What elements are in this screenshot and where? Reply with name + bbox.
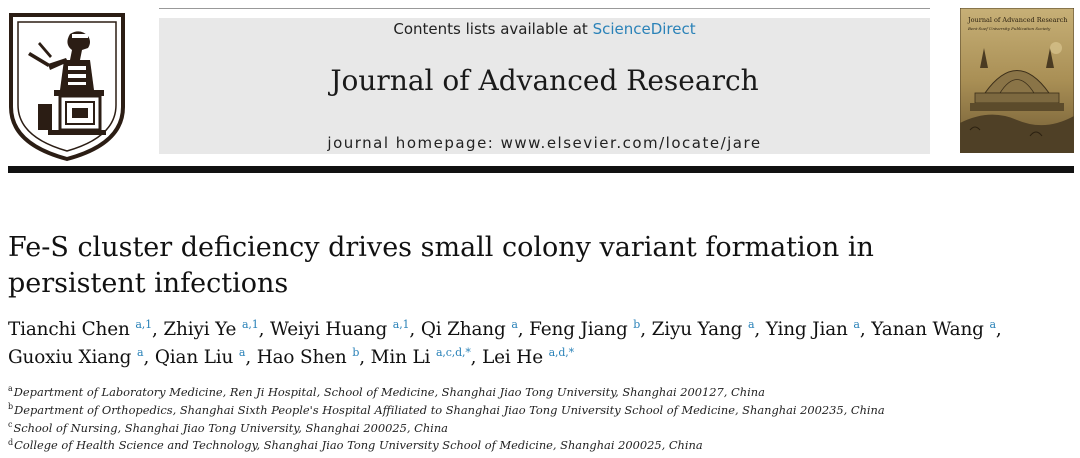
- university-logo: [8, 12, 126, 162]
- sciencedirect-link[interactable]: ScienceDirect: [592, 20, 696, 38]
- contents-line: Contents lists available at ScienceDirec…: [159, 20, 930, 38]
- author[interactable]: Guoxiu Xiang a: [8, 345, 144, 368]
- author[interactable]: Tianchi Chen a,1: [8, 317, 152, 340]
- author[interactable]: Weiyi Huang a,1: [269, 317, 410, 340]
- cover-subtitle: Beni-Suef University Publication Society: [967, 26, 1051, 31]
- author[interactable]: Ying Jian a: [765, 317, 860, 340]
- author-line-2: Guoxiu Xiang a, Qian Liu a, Hao Shen b, …: [8, 345, 574, 368]
- article-title: Fe-S cluster deficiency drives small col…: [8, 230, 1068, 302]
- author[interactable]: Feng Jiang b: [529, 317, 641, 340]
- author-list: Tianchi Chen a,1, Zhiyi Ye a,1, Weiyi Hu…: [8, 316, 1080, 372]
- author[interactable]: Zhiyi Ye a,1: [163, 317, 259, 340]
- journal-homepage[interactable]: journal homepage: www.elsevier.com/locat…: [327, 134, 762, 152]
- journal-header: Contents lists available at ScienceDirec…: [159, 18, 930, 154]
- contents-prefix: Contents lists available at: [393, 20, 588, 38]
- journal-cover-image[interactable]: Journal of Advanced Research Beni-Suef U…: [959, 7, 1075, 154]
- journal-name[interactable]: Journal of Advanced Research: [330, 64, 759, 97]
- affiliation-list: aDepartment of Laboratory Medicine, Ren …: [8, 384, 1068, 455]
- author[interactable]: Yanan Wang a: [871, 317, 996, 340]
- header-top-rule: [159, 8, 930, 9]
- affiliation-item: dCollege of Health Science and Technolog…: [8, 437, 703, 453]
- author[interactable]: Qi Zhang a: [420, 317, 518, 340]
- header-divider: [8, 166, 1074, 173]
- article-title-line-2: persistent infections: [8, 268, 289, 299]
- author-line-1: Tianchi Chen a,1, Zhiyi Ye a,1, Weiyi Hu…: [8, 317, 1002, 340]
- author[interactable]: Hao Shen b: [256, 345, 360, 368]
- author[interactable]: Ziyu Yang a: [651, 317, 755, 340]
- author[interactable]: Lei He a,d,*: [482, 345, 574, 368]
- affiliation-item: aDepartment of Laboratory Medicine, Ren …: [8, 384, 765, 399]
- cover-title: Journal of Advanced Research: [967, 16, 1067, 24]
- author[interactable]: Qian Liu a: [154, 345, 246, 368]
- author[interactable]: Min Li a,c,d,*: [370, 345, 471, 368]
- affiliation-item: bDepartment of Orthopedics, Shanghai Six…: [8, 402, 885, 417]
- affiliation-item: cSchool of Nursing, Shanghai Jiao Tong U…: [8, 419, 448, 435]
- article-title-line-1: Fe-S cluster deficiency drives small col…: [8, 232, 874, 263]
